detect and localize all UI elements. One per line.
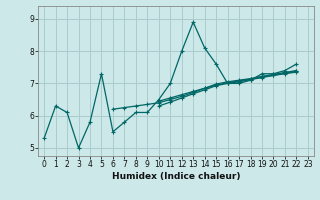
X-axis label: Humidex (Indice chaleur): Humidex (Indice chaleur) xyxy=(112,172,240,181)
